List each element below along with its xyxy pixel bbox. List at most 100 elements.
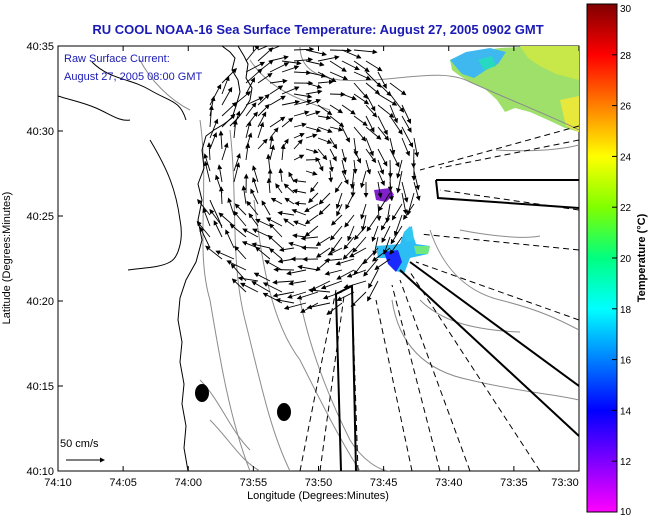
current-vector [287, 291, 307, 299]
current-vector [318, 203, 331, 216]
current-vector [366, 214, 379, 232]
current-vector [254, 218, 271, 227]
current-vector [389, 104, 398, 124]
current-vector [353, 258, 367, 276]
colorbar-tick-label: 30 [620, 4, 632, 15]
current-vector [353, 49, 378, 55]
current-vector [390, 225, 403, 245]
current-vector [365, 137, 374, 157]
current-vector [283, 302, 307, 310]
current-vector [257, 103, 270, 117]
current-vector [322, 291, 343, 300]
current-vector [391, 203, 403, 221]
current-vector [293, 46, 315, 52]
current-vector [315, 247, 331, 258]
current-vector [315, 236, 331, 247]
current-vector [393, 214, 403, 237]
current-vector [344, 214, 355, 228]
current-vector [293, 220, 307, 227]
current-vector [389, 82, 407, 96]
current-vector [251, 165, 259, 183]
colorbar-label: Temperature (°C) [636, 213, 648, 302]
current-vector [401, 181, 409, 203]
current-vector [329, 60, 347, 72]
current-vector [317, 115, 332, 120]
current-vector [305, 126, 322, 133]
current-vector [342, 247, 355, 260]
current-vector [237, 276, 259, 282]
current-vector [202, 207, 211, 227]
current-vector [389, 93, 405, 113]
current-vector [335, 192, 343, 210]
current-vector [221, 86, 233, 106]
current-vector [305, 49, 327, 57]
current-vector [280, 143, 286, 161]
current-vector [317, 104, 333, 116]
current-vector [229, 223, 247, 238]
current-vector [317, 148, 328, 161]
current-vector [266, 177, 272, 194]
current-vector [376, 203, 382, 222]
current-vector [317, 55, 340, 62]
current-vector [328, 159, 334, 173]
sst-patch-northeast [450, 46, 579, 132]
current-vector [349, 170, 355, 190]
current-vector [336, 203, 343, 217]
current-vector [275, 183, 283, 194]
current-vector [365, 93, 376, 112]
current-vector [374, 258, 391, 270]
current-vector [245, 61, 266, 73]
current-vector [275, 297, 295, 304]
current-vector [272, 291, 295, 298]
current-vector [269, 223, 283, 238]
current-vector [251, 242, 271, 249]
current-vector [269, 248, 283, 260]
current-vector [336, 291, 355, 301]
y-tick-label: 40:10 [26, 466, 54, 478]
current-vector [329, 71, 349, 81]
current-vector [269, 116, 286, 128]
current-vector [255, 246, 271, 260]
current-vector [362, 247, 379, 265]
current-vector [336, 269, 355, 280]
current-vector [233, 210, 247, 227]
current-vector [401, 126, 414, 148]
current-vector [329, 225, 343, 241]
current-vector [242, 228, 259, 238]
current-vector [225, 229, 235, 249]
x-tick-label: 73:40 [435, 477, 463, 489]
colorbar-tick-label: 10 [620, 507, 632, 518]
current-vector [257, 121, 265, 139]
current-vector [208, 104, 214, 128]
x-axis-ticks: 74:10 74:05 74:00 73:55 73:50 73:45 73:40 73:35… [44, 46, 580, 489]
current-vector [304, 203, 319, 213]
current-vector [293, 57, 314, 63]
current-vector [221, 101, 238, 117]
current-vector [345, 192, 355, 210]
current-vector [286, 269, 307, 276]
buoy-marker [195, 384, 209, 402]
current-vector [206, 142, 212, 161]
inset-date: August 27, 2005 08:00 GMT [64, 71, 202, 83]
current-vector [389, 137, 396, 156]
current-vector [401, 115, 412, 133]
current-vector [246, 200, 259, 216]
current-vector [264, 260, 283, 271]
current-vector [396, 170, 403, 194]
current-vector [350, 291, 367, 307]
current-vector [360, 170, 367, 189]
current-vector [380, 214, 391, 231]
current-vector [297, 264, 319, 271]
current-vector [245, 46, 260, 62]
current-vector [221, 142, 229, 161]
current-vector [353, 93, 370, 105]
colorbar-tick-label: 16 [620, 356, 632, 367]
current-vector [353, 82, 369, 100]
current-vector [360, 203, 367, 220]
current-vector [377, 181, 383, 199]
current-vector [353, 148, 362, 164]
current-vector [248, 212, 259, 227]
x-tick-label: 74:10 [44, 477, 72, 489]
x-axis-label: Longitude (Degrees:Minutes) [247, 490, 389, 502]
current-vector [241, 185, 247, 205]
